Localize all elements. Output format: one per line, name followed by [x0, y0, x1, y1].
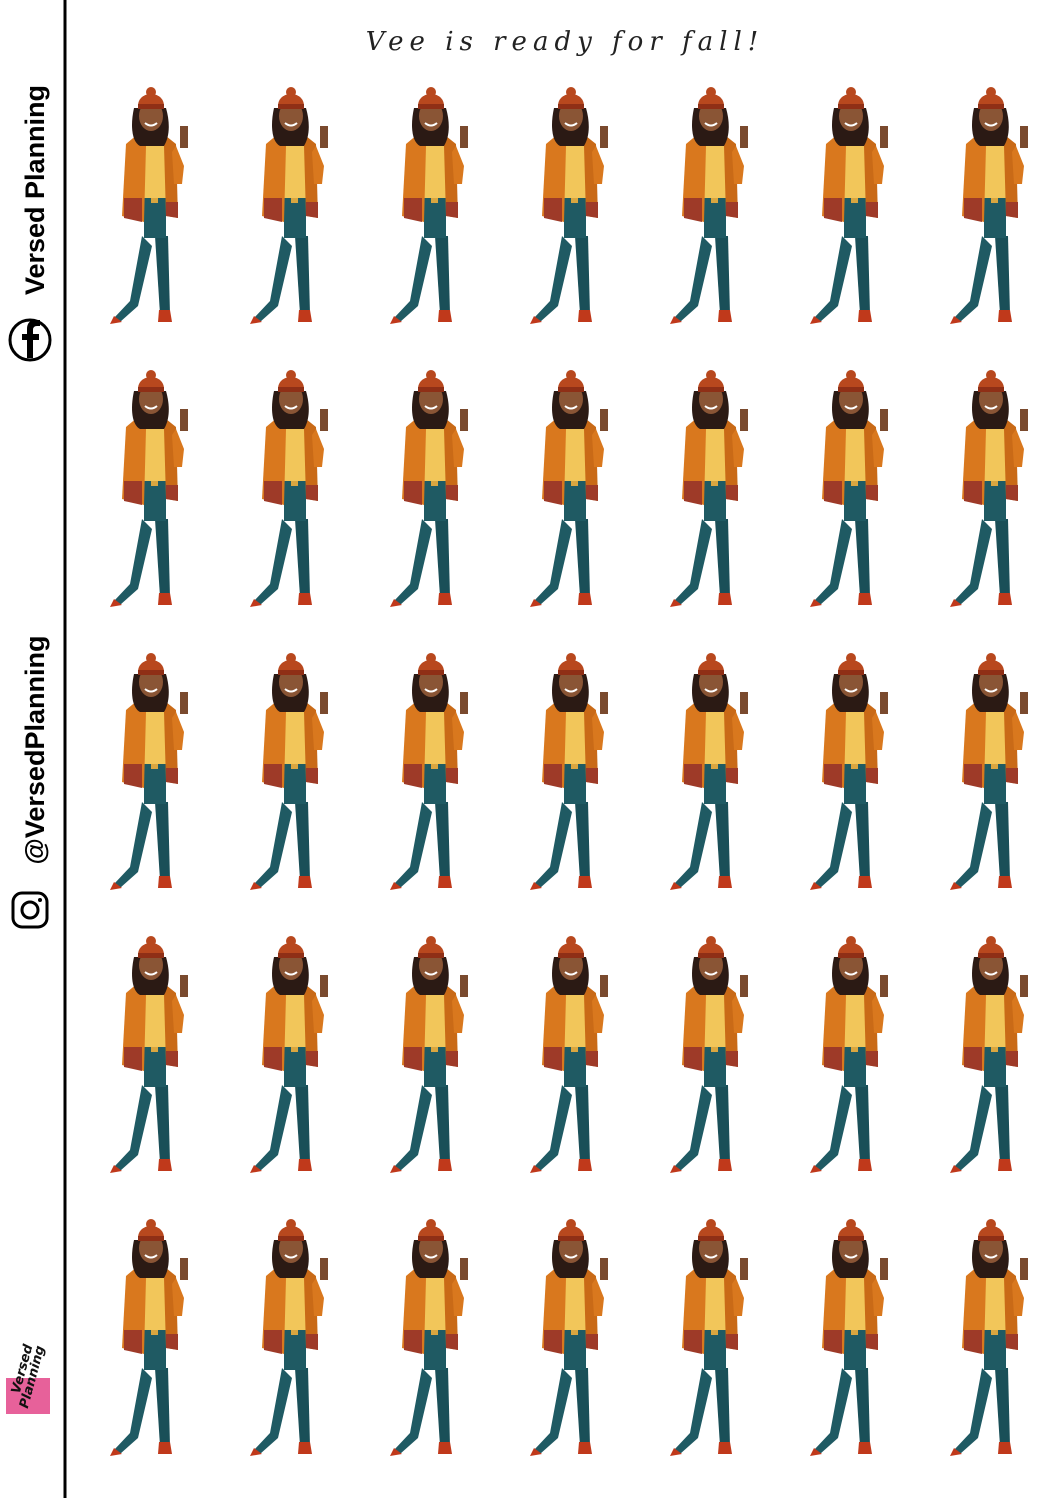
sticker-figure [949, 1218, 1029, 1457]
instagram-icon [11, 891, 49, 929]
sticker-figure [669, 369, 749, 608]
sticker-figure [529, 86, 609, 325]
sticker-figure [109, 1218, 189, 1457]
sheet-title: Vee is ready for fall! [366, 27, 764, 57]
sticker-figure [809, 935, 889, 1174]
sticker-figure [809, 652, 889, 891]
brand-name: Versed Planning [20, 85, 50, 295]
sticker-grid [109, 86, 1029, 1457]
sticker-figure [949, 86, 1029, 325]
sticker-figure [809, 86, 889, 325]
sticker-figure [669, 935, 749, 1174]
sticker-figure [949, 652, 1029, 891]
sticker-figure [669, 86, 749, 325]
sticker-figure [809, 1218, 889, 1457]
sticker-figure [109, 935, 189, 1174]
sticker-figure [249, 86, 329, 325]
sticker-figure [809, 369, 889, 608]
facebook-icon [8, 318, 52, 362]
sticker-figure [109, 369, 189, 608]
sticker-figure [389, 369, 469, 608]
sticker-figure [389, 652, 469, 891]
sticker-figure [949, 935, 1029, 1174]
sticker-figure [109, 652, 189, 891]
sticker-figure [249, 935, 329, 1174]
sticker-figure [529, 369, 609, 608]
handle: @VersedPlanning [20, 636, 50, 865]
sticker-figure [249, 1218, 329, 1457]
sticker-figure [249, 369, 329, 608]
sticker-figure [669, 652, 749, 891]
sticker-figure [949, 369, 1029, 608]
sticker-figure [529, 652, 609, 891]
logo: Versed Planning [6, 1342, 50, 1414]
sticker-figure [389, 935, 469, 1174]
sticker-figure [389, 1218, 469, 1457]
sticker-figure [389, 86, 469, 325]
sticker-figure [669, 1218, 749, 1457]
sticker-figure [529, 935, 609, 1174]
sticker-figure [529, 1218, 609, 1457]
sticker-figure [249, 652, 329, 891]
sticker-figure [109, 86, 189, 325]
